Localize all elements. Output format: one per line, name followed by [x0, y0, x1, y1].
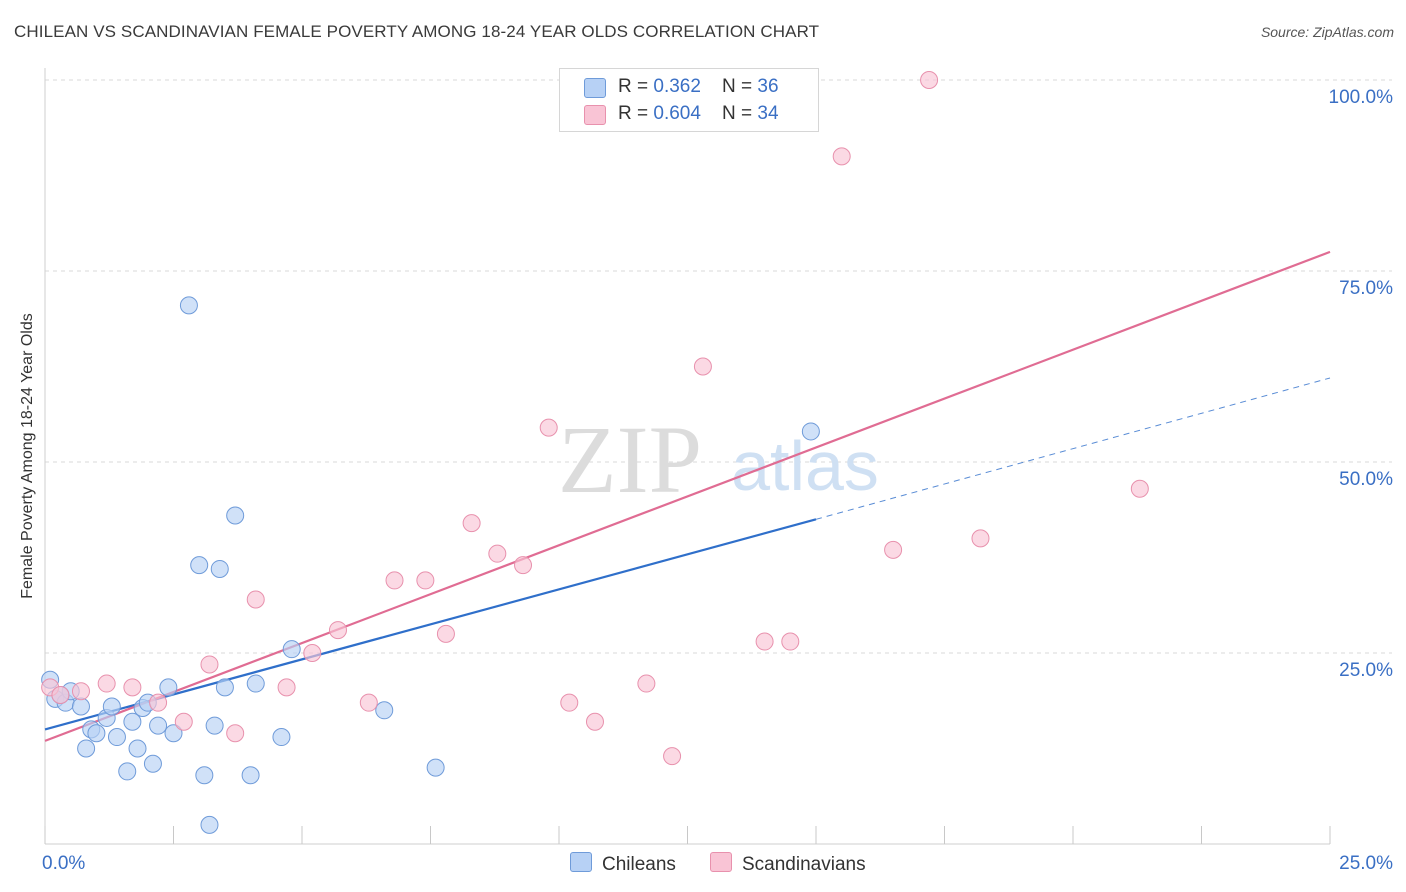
- point-chileans: [210, 559, 229, 578]
- point-scandinavians: [920, 71, 939, 89]
- trend-line-scandinavians: [44, 250, 1331, 742]
- point-scandinavians: [359, 693, 378, 712]
- point-chileans: [164, 724, 183, 743]
- point-scandinavians: [226, 724, 245, 743]
- point-scandinavians: [462, 514, 481, 533]
- point-chileans: [215, 678, 234, 697]
- legend-swatch-chileans: [584, 78, 606, 98]
- y-tick-label: 50.0%: [1339, 469, 1393, 490]
- point-chileans: [118, 762, 137, 781]
- bottom-legend-swatch-scandinavians: [710, 852, 732, 872]
- point-scandinavians: [385, 571, 404, 590]
- point-chileans: [246, 674, 265, 693]
- legend-r-value-scandinavians: 0.604: [653, 103, 701, 124]
- watermark-zip: ZIP: [558, 406, 702, 513]
- point-chileans: [77, 739, 96, 758]
- point-scandinavians: [539, 418, 558, 437]
- point-chileans: [226, 506, 245, 525]
- y-tick-label: 25.0%: [1339, 660, 1393, 681]
- point-scandinavians: [123, 678, 142, 697]
- legend: R = 0.362 N = 36 R = 0.604 N = 34: [559, 68, 819, 132]
- point-chileans: [190, 556, 209, 575]
- bottom-legend-label-chileans: Chileans: [602, 854, 676, 875]
- point-scandinavians: [637, 674, 656, 693]
- legend-swatch-scandinavians: [584, 105, 606, 125]
- point-scandinavians: [303, 644, 322, 662]
- point-chileans: [426, 758, 445, 777]
- point-scandinavians: [560, 693, 579, 712]
- watermark: ZIP atlas: [558, 406, 879, 513]
- point-scandinavians: [884, 540, 903, 559]
- point-scandinavians: [174, 712, 193, 731]
- legend-r-value-chileans: 0.362: [653, 76, 701, 97]
- x-tick-label: 25.0%: [1339, 853, 1393, 874]
- point-scandinavians: [971, 529, 990, 548]
- point-chileans: [200, 815, 219, 834]
- legend-n-value-chileans: 36: [757, 76, 779, 97]
- point-chileans: [149, 716, 168, 735]
- point-chileans: [282, 640, 301, 659]
- legend-n-label: N =: [722, 103, 758, 124]
- trend-extension-chileans: [815, 377, 1331, 520]
- point-scandinavians: [277, 678, 296, 697]
- point-scandinavians: [488, 544, 507, 563]
- point-scandinavians: [51, 686, 70, 705]
- point-scandinavians: [436, 624, 455, 643]
- tick-labels: 25.0% 50.0% 75.0% 100.0% 0.0% 25.0%: [42, 87, 1393, 874]
- point-chileans: [205, 716, 224, 735]
- point-chileans: [107, 728, 126, 747]
- grid-lines: [45, 79, 1392, 654]
- point-chileans: [102, 697, 121, 716]
- bottom-legend-swatch-chileans: [570, 852, 592, 872]
- y-tick-label: 75.0%: [1339, 278, 1393, 299]
- legend-n-value-scandinavians: 34: [757, 103, 779, 124]
- point-chileans: [195, 766, 214, 785]
- bottom-legend-scandinavians: Scandinavians: [710, 852, 866, 876]
- bottom-legend-label-scandinavians: Scandinavians: [742, 854, 866, 875]
- point-scandinavians: [663, 747, 682, 766]
- point-chileans: [179, 296, 198, 315]
- point-chileans: [143, 754, 162, 773]
- point-chileans: [801, 422, 820, 441]
- point-scandinavians: [755, 632, 774, 651]
- y-axis-label: Female Poverty Among 18-24 Year Olds: [19, 313, 36, 599]
- point-scandinavians: [585, 712, 604, 731]
- point-chileans: [375, 701, 394, 720]
- point-scandinavians: [832, 147, 851, 166]
- point-chileans: [272, 728, 291, 747]
- point-scandinavians: [71, 682, 90, 701]
- point-scandinavians: [1130, 479, 1149, 498]
- point-chileans: [123, 712, 142, 731]
- point-scandinavians: [246, 590, 265, 609]
- point-scandinavians: [97, 674, 116, 693]
- bottom-legend-chileans: Chileans: [570, 852, 676, 876]
- point-chileans: [71, 697, 90, 716]
- point-scandinavians: [781, 632, 800, 651]
- legend-r-label: R =: [618, 103, 654, 124]
- point-scandinavians: [514, 556, 533, 575]
- watermark-atlas: atlas: [731, 427, 879, 505]
- point-scandinavians: [693, 357, 712, 376]
- legend-r-label: R =: [618, 76, 654, 97]
- point-scandinavians: [416, 571, 435, 590]
- point-scandinavians: [200, 655, 219, 674]
- chart-title: CHILEAN VS SCANDINAVIAN FEMALE POVERTY A…: [14, 22, 820, 41]
- legend-n-label: N =: [722, 76, 758, 97]
- y-tick-label: 100.0%: [1329, 87, 1394, 108]
- point-chileans: [128, 739, 147, 758]
- x-tick-label: 0.0%: [42, 853, 85, 874]
- point-chileans: [159, 678, 178, 697]
- point-scandinavians: [149, 693, 168, 712]
- data-points: [41, 71, 1149, 834]
- axes: [44, 68, 1331, 845]
- point-chileans: [241, 766, 260, 785]
- source-label: Source: ZipAtlas.com: [1260, 24, 1394, 40]
- point-chileans: [87, 724, 106, 743]
- point-scandinavians: [328, 621, 347, 640]
